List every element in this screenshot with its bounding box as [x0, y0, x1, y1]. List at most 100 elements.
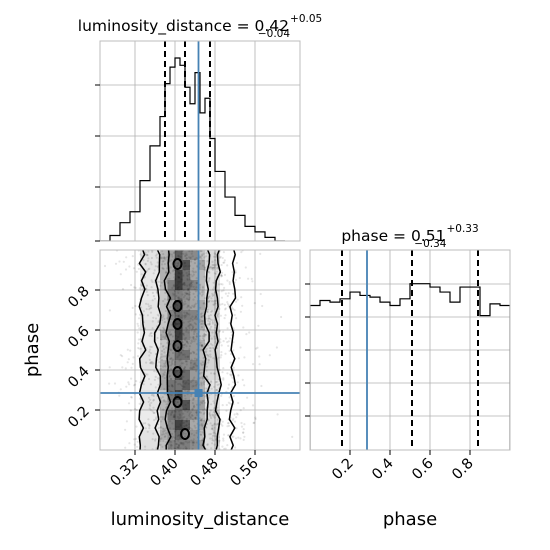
joint-sample-point: [210, 403, 213, 406]
joint-sample-point: [195, 441, 199, 444]
joint-contour-blob: [172, 258, 183, 270]
joint-density-cell: [205, 410, 220, 420]
joint-sample-point: [147, 377, 151, 381]
joint-sample-point: [226, 425, 229, 428]
joint-sample-point: [193, 288, 196, 291]
joint-sample-point: [205, 252, 208, 255]
joint-density-cell: [182, 400, 190, 410]
joint-sample-point: [171, 362, 174, 366]
joint-sample-point: [191, 280, 194, 283]
joint-sample-point: [150, 394, 153, 397]
joint-density-cell: [140, 260, 160, 270]
joint-sample-point: [195, 370, 198, 373]
joint-sample-point: [151, 291, 154, 294]
joint-density-cell: [167, 350, 175, 360]
joint-sample-point: [190, 252, 193, 255]
joint-sample-point: [240, 251, 243, 254]
joint-sample-point: [114, 262, 118, 265]
joint-sample-point: [213, 264, 216, 267]
joint-sample-point: [151, 410, 154, 413]
joint-density-cell: [182, 270, 190, 280]
joint-sample-point: [190, 395, 193, 398]
joint-sample-point: [188, 291, 191, 294]
joint-sample-point: [203, 275, 206, 278]
joint-sample-point: [128, 442, 131, 445]
joint-sample-point: [212, 415, 215, 418]
joint-sample-point: [201, 314, 204, 318]
joint-sample-point: [134, 304, 137, 308]
joint-sample-point: [184, 360, 187, 363]
joint-sample-point: [144, 427, 147, 430]
joint-density-cell: [182, 340, 190, 350]
joint-sample-point: [223, 317, 226, 320]
right-title-sub: −0.34: [414, 238, 446, 250]
joint-sample-point: [162, 267, 165, 270]
joint-sample-point: [204, 409, 207, 412]
joint-sample-point: [83, 282, 85, 284]
joint-sample-point: [191, 408, 194, 411]
joint-sample-point: [251, 404, 255, 407]
joint-sample-point: [261, 304, 264, 308]
joint-sample-point: [121, 355, 124, 358]
panel-joint: 0.32 0.40 0.48 0.56 0.2 0.4 0.6 0.8 luminosity…: [22, 249, 301, 530]
joint-sample-point: [201, 424, 204, 427]
joint-sample-point: [146, 373, 149, 376]
joint-sample-point: [192, 366, 195, 369]
joint-density-cell: [175, 400, 183, 410]
joint-sample-point: [209, 353, 212, 356]
joint-sample-point: [206, 376, 209, 379]
joint-contour-blob: [172, 366, 183, 378]
joint-sample-point: [212, 411, 215, 414]
joint-sample-point: [192, 271, 195, 274]
joint-density-cell: [160, 330, 168, 340]
joint-sample-point: [212, 424, 215, 427]
joint-sample-point: [194, 302, 197, 305]
joint-sample-point: [205, 350, 208, 353]
joint-sample-point: [200, 384, 203, 387]
joint-sample-point: [217, 436, 220, 439]
joint-ytick-label: 0.8: [65, 284, 93, 312]
joint-density-cell: [190, 260, 198, 270]
joint-density-cell: [190, 400, 198, 410]
joint-sample-point: [189, 282, 192, 285]
joint-sample-point: [232, 366, 235, 369]
joint-contour-blob: [172, 396, 183, 408]
joint-sample-point: [161, 345, 164, 348]
joint-sample-point: [232, 381, 235, 384]
joint-sample-point: [223, 303, 226, 306]
joint-sample-point: [149, 398, 152, 401]
joint-sample-point: [185, 341, 188, 344]
joint-sample-point: [219, 338, 222, 341]
joint-sample-point: [204, 269, 207, 272]
joint-sample-point: [171, 432, 174, 435]
joint-sample-point: [153, 419, 156, 422]
top-hist-title: luminosity_distance = 0.42+0.05 −0.04: [78, 13, 322, 40]
joint-sample-point: [170, 441, 173, 444]
joint-sample-point: [172, 358, 175, 361]
joint-sample-point: [238, 276, 241, 280]
joint-sample-point: [191, 340, 194, 343]
joint-sample-point: [226, 279, 229, 282]
joint-sample-point: [162, 260, 165, 263]
joint-sample-point: [191, 379, 194, 382]
joint-sample-point: [187, 299, 191, 302]
joint-density-cell: [197, 440, 205, 450]
joint-sample-point: [172, 427, 175, 430]
joint-sample-point: [227, 434, 230, 437]
joint-sample-point: [185, 257, 188, 260]
joint-sample-point: [210, 424, 214, 427]
joint-sample-point: [153, 297, 156, 300]
joint-sample-point: [189, 411, 192, 414]
joint-sample-point: [135, 380, 138, 383]
joint-sample-point: [152, 295, 155, 298]
joint-sample-point: [200, 250, 203, 253]
joint-sample-point: [216, 267, 219, 270]
joint-sample-point: [194, 416, 197, 419]
joint-density-cell: [182, 260, 190, 270]
joint-sample-point: [204, 333, 207, 337]
joint-sample-point: [209, 327, 212, 330]
joint-sample-point: [239, 437, 242, 440]
joint-sample-point: [224, 314, 227, 317]
joint-sample-point: [150, 263, 153, 266]
joint-sample-point: [124, 446, 127, 449]
